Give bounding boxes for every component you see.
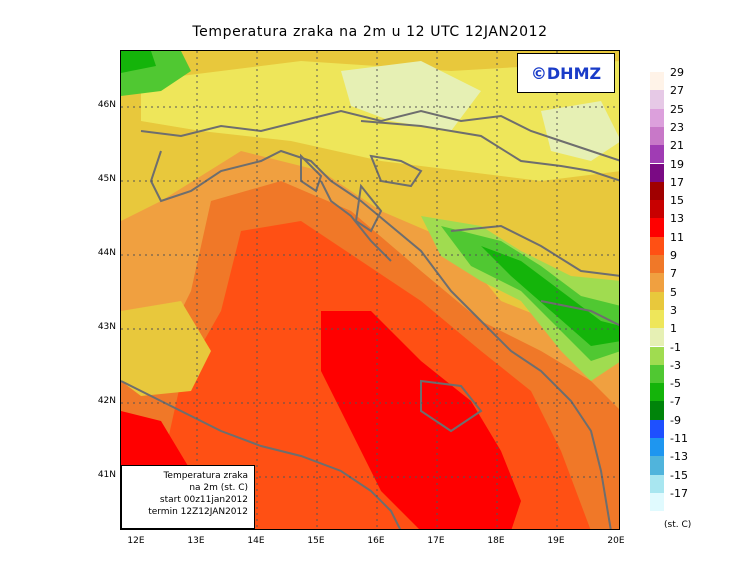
legend-label: 29 <box>670 66 684 79</box>
legend-label: 5 <box>670 285 677 299</box>
legend-swatch <box>650 255 664 274</box>
legend-label: -13 <box>670 450 688 464</box>
legend-label: 25 <box>670 102 684 116</box>
legend-swatch <box>650 346 664 365</box>
lon-label: 13E <box>187 536 205 546</box>
info-line-3: start 00z11jan2012 <box>159 495 248 505</box>
legend-swatch <box>650 163 664 182</box>
legend-label: 19 <box>670 157 684 171</box>
legend-label: -7 <box>670 395 681 409</box>
lat-label: 43N <box>97 322 116 332</box>
info-line-4: termin 12Z12JAN2012 <box>148 507 248 517</box>
legend-swatch <box>650 438 664 457</box>
legend-label: -11 <box>670 432 688 445</box>
legend-swatch <box>650 200 664 219</box>
legend-swatch <box>650 145 664 164</box>
legend-label: -15 <box>670 468 688 482</box>
legend-swatch <box>650 474 664 493</box>
lon-label: 17E <box>427 536 445 546</box>
legend-label: -3 <box>670 358 681 372</box>
lat-label: 41N <box>97 470 116 480</box>
legend-swatch <box>650 273 664 292</box>
legend-label: 11 <box>670 230 684 244</box>
legend-label: 3 <box>670 303 677 317</box>
dhmz-logo: ©DHMZ <box>517 53 615 93</box>
lon-label: 14E <box>247 536 265 546</box>
lon-label: 12E <box>127 536 145 546</box>
legend-swatch <box>650 181 664 201</box>
info-line-1: Temperatura zraka <box>163 471 248 481</box>
lon-label: 20E <box>607 536 625 546</box>
legend-label: 7 <box>670 267 677 281</box>
legend-swatch <box>650 328 664 347</box>
map-field <box>121 51 619 529</box>
legend-swatch <box>650 309 664 329</box>
lat-label: 46N <box>97 100 116 110</box>
legend-swatch <box>650 456 664 475</box>
legend-swatch <box>650 492 664 512</box>
legend-label: 13 <box>670 212 684 226</box>
legend-label: -1 <box>670 340 681 354</box>
legend-label: -5 <box>670 377 681 391</box>
chart-title: Temperatura zraka na 2m u 12 UTC 12JAN20… <box>192 24 548 40</box>
lon-label: 19E <box>547 536 565 546</box>
legend-swatch <box>650 108 664 127</box>
legend-swatch <box>650 401 664 420</box>
legend-swatch <box>650 236 664 255</box>
lat-label: 42N <box>97 396 116 406</box>
legend-unit: (st. C) <box>664 520 692 530</box>
legend-swatch <box>650 72 664 91</box>
info-line-2: na 2m (st. C) <box>189 483 248 493</box>
legend-label: 15 <box>670 194 684 208</box>
legend-swatch <box>650 291 664 310</box>
lat-label: 44N <box>97 248 116 258</box>
lon-label: 15E <box>307 536 325 546</box>
legend-swatch <box>650 218 664 237</box>
lon-label: 16E <box>367 536 385 546</box>
legend-swatch <box>650 419 664 438</box>
lat-label: 45N <box>97 174 116 184</box>
lon-label: 18E <box>487 536 505 546</box>
legend-swatch <box>650 383 664 402</box>
legend-label: 9 <box>670 249 677 262</box>
legend-label: 17 <box>670 175 684 189</box>
legend-swatch <box>650 364 664 384</box>
legend-label: 27 <box>670 84 684 98</box>
legend-swatch <box>650 126 664 146</box>
legend-label: 1 <box>670 322 677 336</box>
legend-label: -17 <box>670 486 688 500</box>
info-box: Temperatura zraka na 2m (st. C) start 00… <box>121 465 255 529</box>
legend-label: -9 <box>670 413 681 427</box>
legend-swatch <box>650 90 664 109</box>
temperature-map: ©DHMZ Temperatura zraka na 2m (st. C) st… <box>120 50 620 530</box>
legend-label: 21 <box>670 139 684 153</box>
legend-label: 23 <box>670 120 684 134</box>
